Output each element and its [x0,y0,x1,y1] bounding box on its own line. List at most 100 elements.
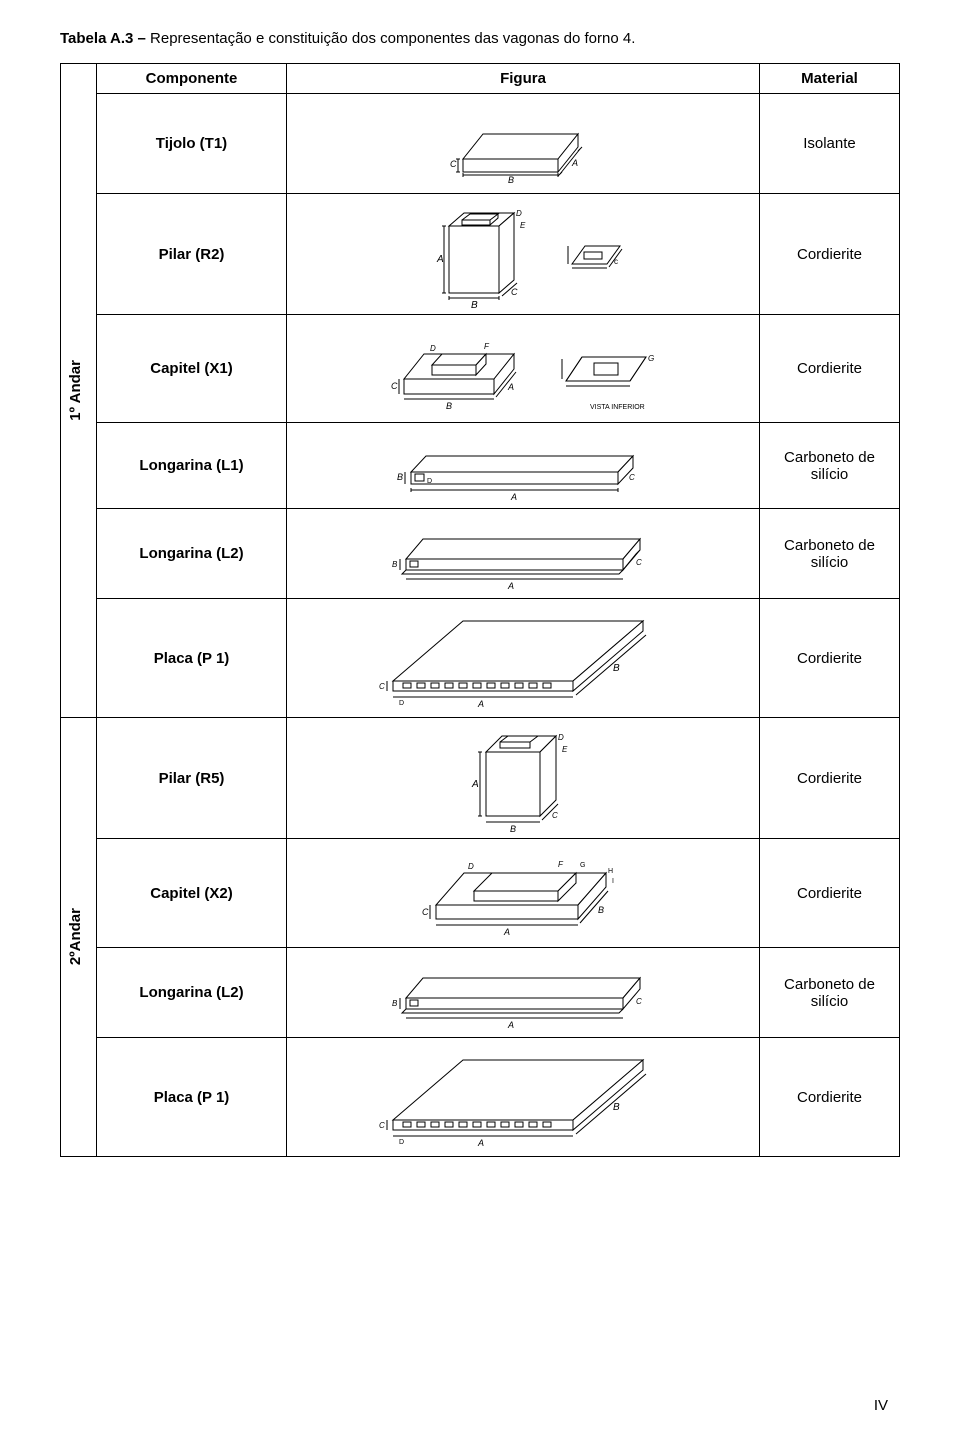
svg-text:D: D [399,700,404,707]
component-cell: Placa (P 1) [97,1038,287,1157]
svg-text:c: c [614,257,618,266]
svg-text:F: F [558,860,564,869]
svg-text:G: G [580,862,585,869]
material-cell: Cordierite [760,194,900,315]
figure-cell: A B C D E c [287,194,760,315]
component-cell: Pilar (R2) [97,194,287,315]
table-row: Longarina (L2) A B C Car [61,948,900,1038]
svg-text:C: C [379,682,385,691]
placa2-icon: A B C D [373,1042,673,1152]
figure-cell: A B C D [287,1038,760,1157]
capitel2-icon: A C B D F G H I [408,843,638,943]
table-caption: Tabela A.3 – Representação e constituiçã… [60,30,900,47]
table-row: Placa (P 1) [61,1038,900,1157]
component-cell: Tijolo (T1) [97,94,287,194]
pillar2-icon: A B C D E [448,722,598,834]
svg-text:C: C [511,287,518,297]
svg-text:D: D [399,1139,404,1146]
brick-icon: B A C [438,104,608,184]
material-cell: Cordierite [760,315,900,423]
figure-cell: A B C [287,948,760,1038]
header-material: Material [760,64,900,94]
svg-text:C: C [379,1121,385,1130]
svg-text:B: B [598,905,604,915]
component-cell: Longarina (L1) [97,423,287,509]
figure-cell: B A C [287,94,760,194]
material-cell: Cordierite [760,1038,900,1157]
component-cell: Capitel (X2) [97,839,287,948]
component-cell: Placa (P 1) [97,599,287,718]
longarina2-icon: A B C [378,515,668,593]
figure-cell: A B C D [287,599,760,718]
component-cell: Capitel (X1) [97,315,287,423]
svg-text:C: C [636,997,642,1006]
longarina2b-icon: A B C [378,954,668,1032]
svg-text:C: C [422,907,429,917]
svg-text:A: A [471,779,479,790]
table-row: 2ºAndar Pilar (R5) A B C [61,718,900,839]
svg-text:A: A [503,927,510,937]
table-row: Tijolo (T1) B A C Isolan [61,94,900,194]
pillar-top-icon: c [562,224,632,284]
svg-text:D: D [468,862,474,871]
figure-cell: B A C D F VISTA INFERIOR G [287,315,760,423]
svg-text:G: G [648,354,654,363]
material-cell: Cordierite [760,718,900,839]
capitel-bottom-icon: VISTA INFERIOR G [552,321,662,417]
table-row: Longarina (L1) A B D C [61,423,900,509]
svg-text:D: D [558,733,564,742]
svg-text:A: A [507,1020,514,1030]
material-cell: Cordierite [760,599,900,718]
header-figura: Figura [287,64,760,94]
figure-cell: A B C D E [287,718,760,839]
svg-text:H: H [608,868,613,875]
caption-bold: Tabela A.3 – [60,30,146,47]
table-row: Capitel (X1) B A C [61,315,900,423]
svg-text:B: B [397,472,403,482]
svg-text:C: C [636,558,642,567]
svg-text:B: B [471,300,478,310]
component-cell: Longarina (L2) [97,509,287,599]
svg-text:A: A [510,492,517,502]
svg-text:D: D [516,209,522,218]
svg-text:B: B [510,824,516,834]
svg-text:E: E [562,745,568,754]
side-andar2: 2ºAndar [61,718,97,1157]
material-cell: Isolante [760,94,900,194]
vista-inferior-label: VISTA INFERIOR [590,404,645,411]
table-header-row: 1º Andar Componente Figura Material [61,64,900,94]
svg-text:C: C [450,159,457,169]
material-cell: Cordierite [760,839,900,948]
svg-text:D: D [430,344,436,353]
material-cell: Carboneto de silício [760,423,900,509]
longarina-icon: A B D C [383,430,663,502]
svg-text:B: B [392,999,398,1008]
svg-text:A: A [477,699,484,709]
figure-cell: A B C [287,509,760,599]
svg-text:A: A [477,1138,484,1148]
svg-text:C: C [629,473,635,482]
table-row: Placa (P 1) [61,599,900,718]
capitel-icon: B A C D F [384,324,544,414]
header-componente: Componente [97,64,287,94]
component-cell: Pilar (R5) [97,718,287,839]
svg-text:A: A [507,382,514,392]
caption-rest: Representação e constituição dos compone… [146,30,636,47]
material-cell: Carboneto de silício [760,948,900,1038]
side-andar1: 1º Andar [61,64,97,718]
table-row: Longarina (L2) A B C [61,509,900,599]
figure-cell: A C B D F G H I [287,839,760,948]
table-row: Capitel (X2) A C B [61,839,900,948]
side-andar2-label: 2ºAndar [67,908,84,965]
svg-text:F: F [484,342,490,351]
pillar-icon: A B C D E [414,198,554,310]
svg-text:B: B [446,401,452,411]
svg-text:B: B [508,175,514,184]
components-table: 1º Andar Componente Figura Material Tijo… [60,63,900,1157]
placa-icon: A B C D [373,603,673,713]
page-number-roman: IV [874,1397,888,1414]
svg-text:A: A [507,581,514,591]
svg-text:E: E [520,221,526,230]
svg-text:C: C [391,381,398,391]
svg-text:I: I [612,878,614,885]
